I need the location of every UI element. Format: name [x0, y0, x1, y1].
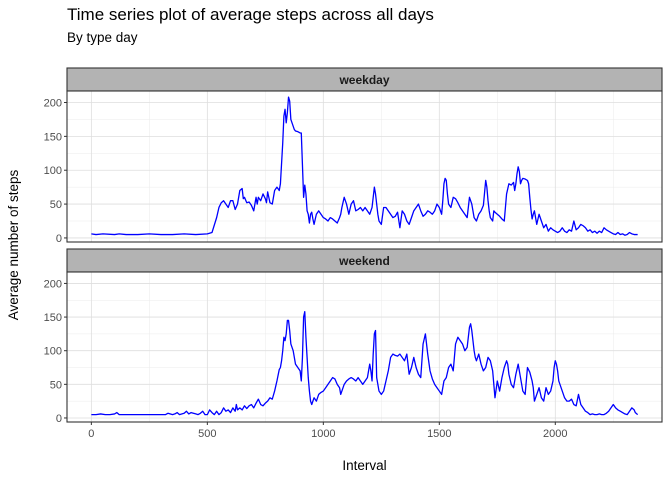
y-tick-label: 200 [44, 98, 62, 110]
x-tick-label: 0 [88, 428, 94, 440]
y-tick-label: 50 [50, 379, 62, 391]
y-tick-label: 150 [44, 131, 62, 143]
panel-border [66, 271, 663, 423]
x-axis-title: Interval [342, 458, 386, 473]
x-tick-label: 2000 [543, 428, 567, 440]
y-tick-label: 100 [44, 165, 62, 177]
y-tick-label: 50 [50, 199, 62, 211]
panel-border [66, 90, 663, 243]
y-tick-label: 0 [56, 233, 62, 245]
series-line-weekday [91, 96, 638, 236]
x-tick-label: 1500 [427, 428, 451, 440]
y-tick-label: 100 [44, 346, 62, 358]
x-tick-label: 1000 [311, 428, 335, 440]
chart-title: Time series plot of average steps across… [67, 5, 434, 24]
y-axis-title: Average number of steps [6, 169, 21, 320]
y-tick-label: 0 [56, 413, 62, 425]
panel-background [67, 272, 662, 422]
chart-subtitle: By type day [67, 30, 138, 45]
y-tick-label: 150 [44, 312, 62, 324]
facet-label-weekday: weekday [338, 73, 389, 87]
y-tick-label: 200 [44, 278, 62, 290]
x-tick-label: 500 [198, 428, 216, 440]
series-line-weekend [91, 311, 639, 416]
panel-background [67, 91, 662, 242]
facet-label-weekend: weekend [338, 254, 390, 268]
